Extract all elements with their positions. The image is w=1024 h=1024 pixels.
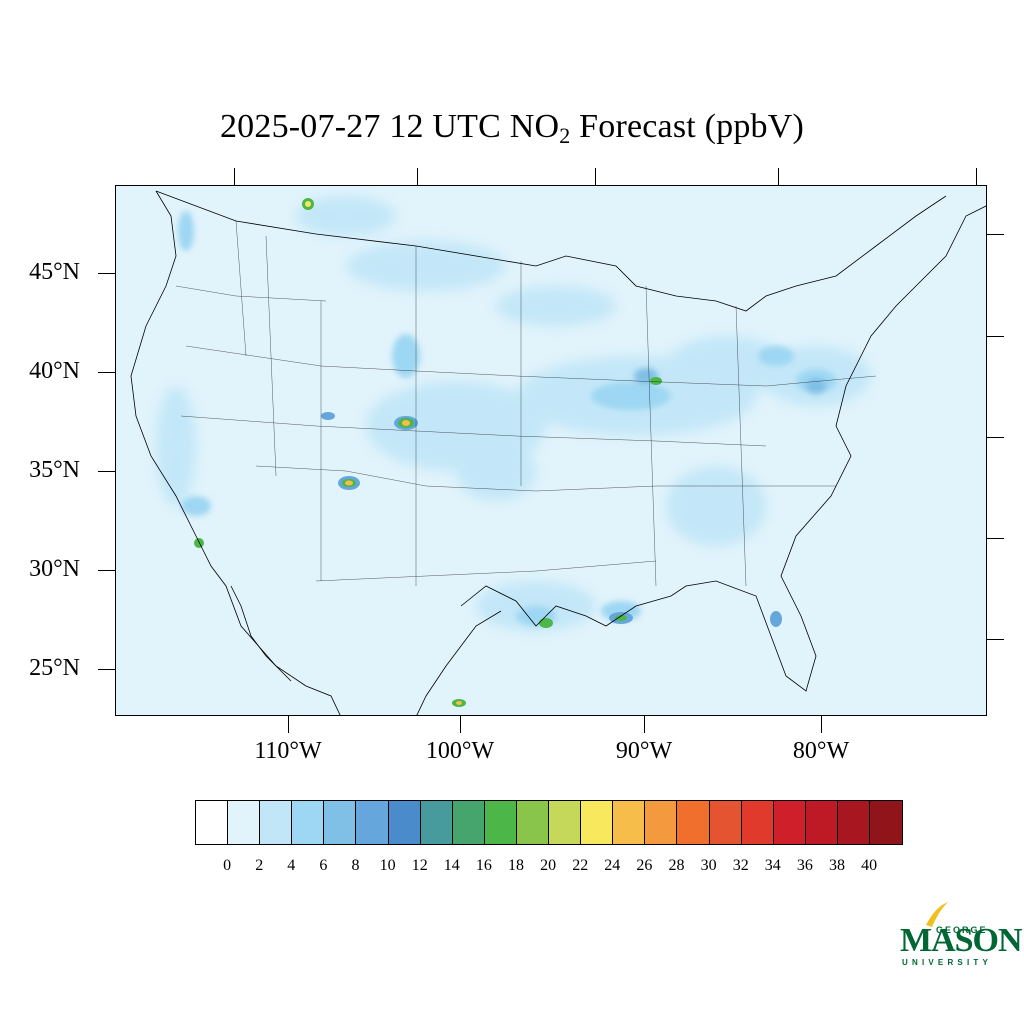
left-tick-35n: [98, 471, 115, 472]
colorbar-label: 30: [700, 857, 717, 874]
colorbar-swatch: [677, 801, 710, 844]
colorbar-label: 6: [319, 857, 328, 874]
colorbar-swatch: [388, 801, 421, 844]
colorbar-swatch: [549, 801, 582, 844]
right-tick-4: [987, 538, 1004, 539]
colorbar-label: 22: [572, 857, 589, 874]
logo-main-text: MASON: [900, 922, 1023, 959]
colorbar-label: 4: [287, 857, 296, 874]
colorbar-swatch: [420, 801, 453, 844]
left-tick-30n: [98, 570, 115, 571]
bottom-tick-100w: [460, 716, 461, 733]
logo-bottom-text: UNIVERSITY: [902, 958, 993, 967]
colorbar-swatch: [452, 801, 485, 844]
map-svg: [130, 190, 986, 715]
colorbar-label: 2: [255, 857, 264, 874]
state-lines: [175, 220, 877, 587]
colorbar-label: 38: [829, 857, 845, 874]
lon-label-90w: 90°W: [615, 738, 673, 764]
lon-label-100w: 100°W: [425, 738, 495, 764]
left-tick-45n: [98, 273, 115, 274]
colorbar-swatch: [741, 801, 774, 844]
colorbar-label: 40: [861, 857, 878, 874]
forecast-map: [115, 185, 987, 716]
bottom-tick-90w: [644, 716, 645, 733]
lat-label-35n: 35°N: [29, 457, 80, 483]
colorbar-label: 34: [764, 857, 781, 874]
colorbar-label: 16: [475, 857, 492, 874]
lat-label-30n: 30°N: [29, 556, 80, 582]
colorbar-label: 24: [604, 857, 621, 874]
colorbar-label: 12: [411, 857, 428, 874]
top-tick-80w: [778, 168, 779, 185]
title-subscript: 2: [559, 123, 571, 148]
colorbar-label: 14: [443, 857, 460, 874]
bottom-tick-80w: [821, 716, 822, 733]
colorbar-swatch: [805, 801, 838, 844]
colorbar-swatch: [228, 801, 261, 844]
lon-label-110w: 110°W: [254, 738, 322, 764]
colorbar-swatch: [869, 801, 903, 844]
top-tick-90w: [595, 168, 596, 185]
colorbar-swatch: [581, 801, 614, 844]
colorbar-swatch: [645, 801, 678, 844]
colorbar: [195, 800, 904, 845]
colorbar-swatch: [292, 801, 325, 844]
top-tick-110w: [234, 168, 235, 185]
hotspots: [194, 198, 782, 707]
left-tick-25n: [98, 669, 115, 670]
colorbar-swatch: [837, 801, 870, 844]
colorbar-label: 18: [508, 857, 524, 874]
right-tick-1: [987, 234, 1004, 235]
colorbar-swatch: [709, 801, 742, 844]
colorbar-swatch: [324, 801, 357, 844]
colorbar-label: 26: [636, 857, 653, 874]
colorbar-swatch: [516, 801, 550, 844]
logo-top-text: GEORGE: [936, 925, 988, 935]
lat-label-40n: 40°N: [29, 358, 80, 384]
right-tick-5: [987, 639, 1004, 640]
colorbar-label: 36: [796, 857, 813, 874]
boundaries: [130, 190, 986, 715]
colorbar-swatch: [196, 801, 229, 844]
title-prefix: 2025-07-27 12 UTC NO: [219, 108, 560, 145]
gmu-logo: GEORGE MASON UNIVERSITY: [896, 900, 1023, 970]
lon-label-80w: 80°W: [792, 738, 850, 764]
chart-title: 2025-07-27 12 UTC NO2 Forecast (ppbV): [0, 108, 1024, 149]
lat-label-45n: 45°N: [29, 259, 80, 285]
colorbar-label: 28: [668, 857, 685, 874]
lat-label-25n: 25°N: [29, 655, 80, 681]
colorbar-swatch: [613, 801, 646, 844]
colorbar-label: 20: [540, 857, 557, 874]
concentration-field-light: [156, 196, 871, 631]
colorbar-label: 0: [223, 857, 232, 874]
colorbar-label: 8: [351, 857, 360, 874]
colorbar-label: 32: [732, 857, 749, 874]
logo-swoosh-icon: [926, 902, 948, 927]
right-tick-2: [987, 336, 1004, 337]
colorbar-swatch: [356, 801, 389, 844]
colorbar-label: 10: [379, 857, 396, 874]
top-tick-70w: [976, 168, 977, 185]
right-tick-3: [987, 437, 1004, 438]
top-tick-100w: [417, 168, 418, 185]
colorbar-swatch: [260, 801, 293, 844]
colorbar-swatch: [773, 801, 806, 844]
left-tick-40n: [98, 372, 115, 373]
concentration-field-medium: [178, 211, 836, 626]
title-suffix: Forecast (ppbV): [570, 108, 805, 145]
colorbar-swatch: [484, 801, 517, 844]
bottom-tick-110w: [288, 716, 289, 733]
